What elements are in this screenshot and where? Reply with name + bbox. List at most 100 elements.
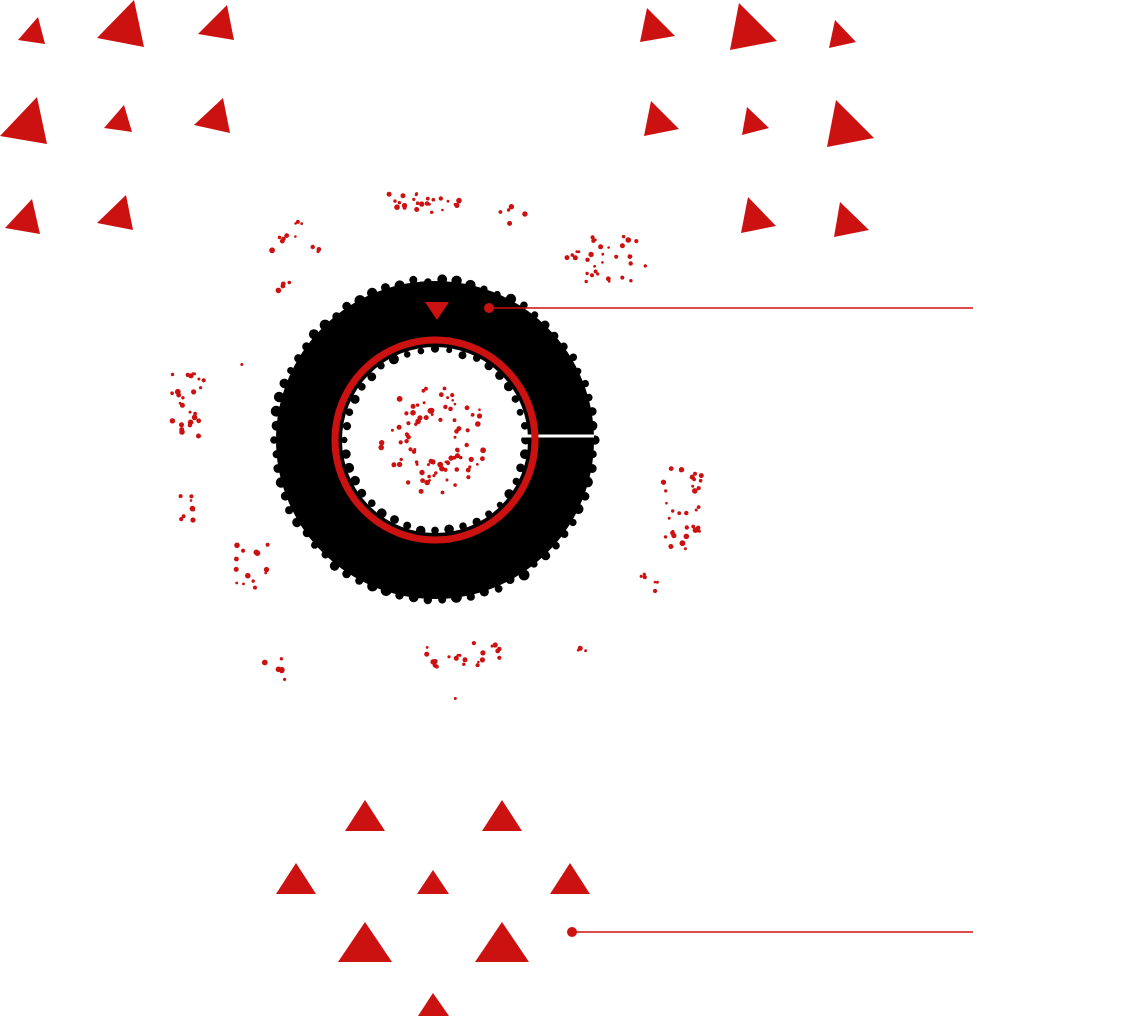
- debris-dot: [570, 253, 575, 257]
- debris-dot: [280, 283, 286, 289]
- tread-bump: [590, 435, 600, 445]
- tread-bump: [496, 501, 503, 508]
- debris-dot: [476, 463, 479, 466]
- debris-dot: [424, 386, 428, 391]
- debris-dot: [478, 408, 481, 412]
- debris-dot: [414, 193, 418, 197]
- debris-dot: [660, 479, 667, 485]
- debris-dot: [170, 372, 175, 377]
- tread-bump: [459, 522, 467, 530]
- debris-dot: [585, 257, 590, 262]
- tread-bump: [319, 319, 331, 331]
- triangle-marker: [194, 98, 230, 133]
- debris-dot: [310, 244, 315, 250]
- debris-dot: [414, 207, 420, 212]
- tread-bump: [342, 301, 352, 311]
- tread-bump: [341, 449, 351, 459]
- debris-dot: [684, 510, 689, 516]
- debris-dot: [453, 697, 457, 700]
- debris-dot: [284, 233, 290, 239]
- tread-bump: [559, 342, 568, 351]
- debris-dot: [251, 579, 255, 583]
- triangle-marker: [741, 197, 776, 233]
- debris-dot: [664, 489, 668, 493]
- tread-bump: [472, 354, 481, 362]
- debris-dot: [506, 208, 511, 212]
- triangle-marker: [97, 195, 133, 230]
- debris-dot: [178, 494, 183, 499]
- tread-bump: [505, 293, 517, 305]
- debris-dot: [400, 193, 406, 199]
- debris-dot: [401, 202, 408, 209]
- tread-bump: [446, 347, 453, 354]
- debris-dot: [564, 255, 570, 261]
- debris-dot: [235, 581, 239, 585]
- tread-bump: [444, 524, 454, 535]
- debris-dot: [191, 389, 197, 395]
- tread-bump: [581, 379, 589, 388]
- debris-dot: [642, 572, 646, 576]
- debris-dot: [422, 401, 426, 405]
- triangle-marker: [640, 8, 675, 42]
- debris-dots: [169, 191, 704, 700]
- triangle-marker: [198, 5, 234, 40]
- triangle-marker: [834, 202, 869, 237]
- tread-bump: [465, 279, 476, 291]
- triangle-marker: [475, 922, 529, 962]
- tread-bump: [357, 382, 366, 391]
- debris-dot: [279, 657, 284, 661]
- debris-dot: [261, 659, 268, 666]
- tread-bump: [588, 450, 597, 459]
- debris-dot: [679, 540, 686, 547]
- debris-dot: [447, 655, 451, 659]
- debris-dot: [432, 474, 436, 478]
- debris-dot: [593, 264, 596, 268]
- debris-dot: [480, 456, 485, 462]
- tread-bump: [381, 283, 390, 292]
- debris-dot: [477, 660, 480, 664]
- tread-bump: [512, 477, 520, 486]
- tread-bump: [580, 492, 590, 501]
- debris-dot: [498, 210, 503, 214]
- tread-bump: [521, 422, 529, 430]
- debris-dot: [475, 663, 480, 668]
- debris-dot: [653, 588, 658, 594]
- tread-bump: [367, 580, 378, 592]
- debris-dot: [462, 657, 468, 663]
- triangle-cluster-top-right: [640, 3, 874, 237]
- debris-dot: [234, 556, 239, 562]
- debris-dot: [465, 428, 470, 433]
- tread-bump: [587, 464, 597, 473]
- debris-dot: [639, 574, 643, 578]
- debris-dot: [466, 475, 471, 480]
- debris-dot: [300, 222, 304, 226]
- tread-bump: [270, 436, 278, 444]
- debris-dot: [444, 460, 448, 464]
- triangle-marker: [730, 3, 777, 50]
- debris-dot: [245, 572, 251, 579]
- debris-dot: [620, 275, 625, 280]
- tread-bump: [415, 525, 426, 536]
- debris-dot: [201, 378, 206, 383]
- debris-dot: [430, 413, 434, 416]
- debris-dot: [423, 415, 429, 421]
- debris-dot: [692, 488, 698, 494]
- tread-bump: [273, 391, 285, 403]
- tread-bump: [518, 569, 530, 581]
- debris-dot: [426, 463, 430, 467]
- tread-bump: [417, 347, 425, 355]
- debris-dot: [199, 386, 203, 390]
- debris-dot: [479, 657, 485, 663]
- debris-dot: [418, 488, 424, 494]
- tread-bump: [423, 595, 432, 605]
- tread-bump: [350, 475, 360, 486]
- debris-dot: [188, 410, 192, 414]
- tread-bump: [588, 407, 597, 416]
- debris-dot: [605, 276, 611, 282]
- debris-dot: [671, 509, 675, 513]
- tread-bump: [430, 344, 440, 353]
- debris-dot: [397, 201, 402, 205]
- debris-dot: [462, 662, 466, 666]
